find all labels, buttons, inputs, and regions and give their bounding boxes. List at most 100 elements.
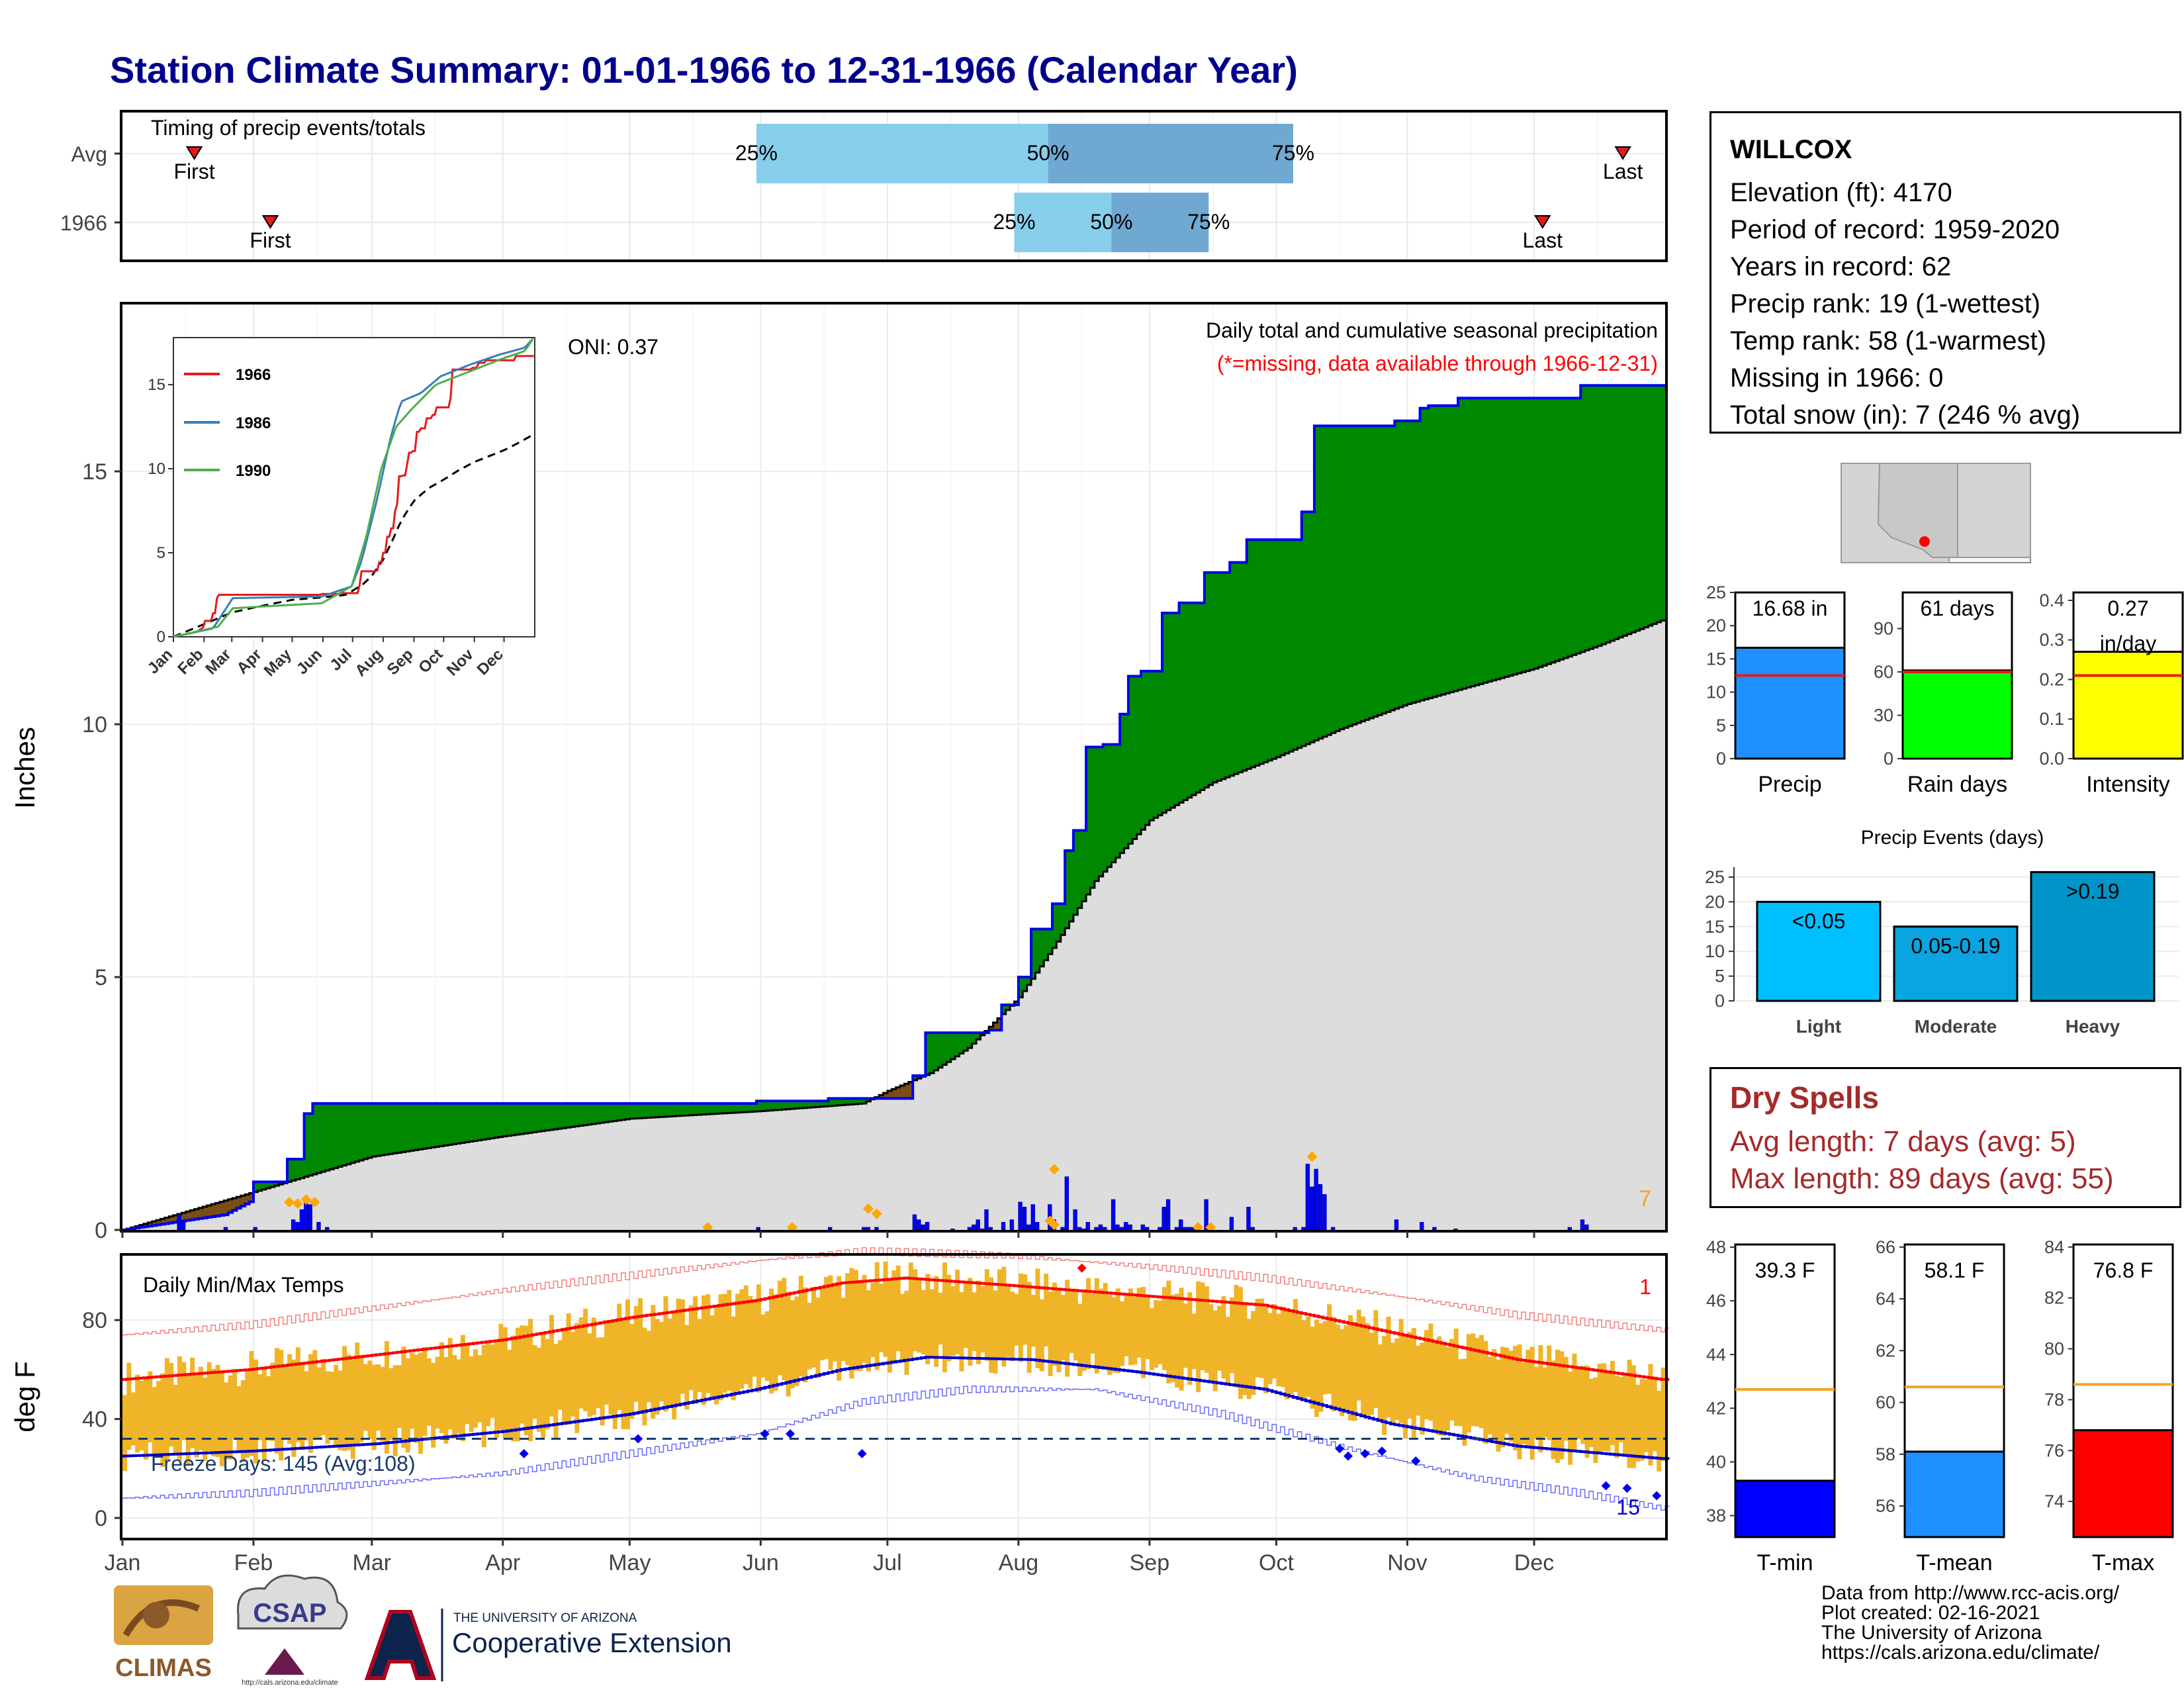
timing-p50-label: 50%: [1027, 141, 1069, 165]
snow-marker: [292, 1198, 303, 1209]
annual-summary-bars: 16.68 in Precip 0 5 10 15 20 25 61 days Rain days…: [1706, 583, 2184, 797]
daily-temp-bar: [646, 1331, 651, 1403]
temp-summary-y-tick-label: 38: [1706, 1506, 1726, 1526]
timing-bar-50-75: [1048, 124, 1294, 183]
daily-temp-bar: [1267, 1313, 1273, 1384]
dry-spells-avg: Avg length: 7 days (avg: 5): [1730, 1125, 2076, 1158]
daily-temp-bar: [1416, 1345, 1421, 1416]
daily-temp-bar: [334, 1364, 339, 1447]
daily-precip-bar: [1158, 1227, 1162, 1231]
daily-precip-bar: [1322, 1194, 1327, 1231]
daily-temp-bar: [921, 1289, 926, 1355]
daily-temp-bar: [300, 1363, 305, 1450]
record-low-marker: [786, 1429, 796, 1439]
daily-temp-bar: [663, 1296, 668, 1412]
daily-temp-bar: [325, 1371, 330, 1444]
daily-temp-bar: [1081, 1289, 1087, 1371]
month-label: Jul: [873, 1550, 901, 1575]
daily-temp-bar: [215, 1364, 220, 1458]
daily-precip-bar: [223, 1227, 228, 1231]
inset-month-label: Sep: [384, 645, 417, 679]
daily-temp-bar: [1005, 1286, 1011, 1358]
daily-precip-bar: [1022, 1207, 1027, 1231]
summary-bar-intensity: [2072, 651, 2184, 760]
daily-temp-bar: [942, 1262, 947, 1373]
daily-precip-bar: [1009, 1219, 1015, 1231]
daily-temp-bar: [1175, 1293, 1180, 1387]
summary-y-tick-label: 0.0: [2039, 749, 2064, 769]
daily-temp-bar: [972, 1292, 977, 1352]
station-temp-rank: Temp rank: 58 (1-warmest): [1730, 326, 2046, 355]
daily-temp-bar: [447, 1338, 453, 1430]
timing-p50-label: 50%: [1090, 210, 1132, 234]
daily-temp-bar: [1411, 1328, 1416, 1438]
temp-summary-y-tick-label: 56: [1876, 1496, 1895, 1516]
daily-precip-bar: [1318, 1184, 1323, 1231]
record-low-marker: [519, 1448, 529, 1458]
daily-temp-bar: [536, 1347, 541, 1432]
daily-temp-bar: [371, 1364, 377, 1450]
daily-temp-bar: [245, 1370, 250, 1458]
month-label: Dec: [1514, 1550, 1554, 1575]
daily-temp-bar: [1314, 1319, 1319, 1417]
temp-summary-y-tick-label: 74: [2044, 1491, 2064, 1511]
daily-temp-bar: [807, 1303, 812, 1370]
daily-temp-bar: [651, 1305, 656, 1419]
daily-temp-bar: [984, 1269, 989, 1361]
daily-temp-bar: [752, 1299, 757, 1377]
daily-temp-bar: [832, 1282, 837, 1362]
daily-temp-bar: [849, 1268, 854, 1379]
daily-temp-bar: [1077, 1303, 1083, 1376]
inset-month-label: Aug: [351, 645, 386, 680]
daily-temp-bar: [1060, 1295, 1066, 1360]
daily-precip-bar: [1330, 1227, 1336, 1231]
inset-series-1990: [173, 338, 534, 638]
daily-temp-bar: [1120, 1301, 1125, 1366]
temp-summary-y-tick-label: 66: [1876, 1237, 1895, 1257]
daily-temp-bar: [841, 1297, 846, 1362]
station-precip-rank: Precip rank: 19 (1-wettest): [1730, 289, 2041, 318]
daily-temp-bar: [562, 1327, 567, 1425]
daily-temp-bar: [1597, 1364, 1602, 1454]
daily-precip-bar: [967, 1227, 972, 1231]
daily-temp-bar: [1644, 1379, 1649, 1452]
snow-total-note: 7: [1639, 1186, 1651, 1211]
daily-temp-bar: [946, 1274, 952, 1362]
daily-temp-bar: [1576, 1368, 1581, 1439]
summary-bar-value: 0.27: [2107, 596, 2148, 620]
snow-marker: [1048, 1164, 1060, 1175]
daily-temp-bar: [219, 1372, 224, 1467]
inset-frame: [173, 337, 535, 637]
daily-temp-bar: [1568, 1372, 1573, 1465]
record-low-marker: [1360, 1448, 1370, 1458]
daily-temp-bar: [426, 1358, 432, 1426]
dry-spells-max: Max length: 89 days (avg: 55): [1730, 1162, 2114, 1195]
timing-bar-50-75: [1111, 193, 1209, 252]
temp-summary-y-tick-label: 62: [1876, 1340, 1895, 1360]
daily-temp-bar: [452, 1354, 457, 1439]
record-low-marker: [1652, 1491, 1662, 1501]
events-y-tick-label: 5: [1715, 966, 1725, 986]
daily-temp-bar: [621, 1321, 626, 1429]
daily-temp-bar: [1525, 1350, 1531, 1448]
daily-precip-bar: [1030, 1204, 1035, 1231]
daily-temp-bar: [338, 1370, 343, 1450]
daily-precip-bar: [1140, 1224, 1145, 1231]
timing-p75-label: 75%: [1272, 141, 1314, 165]
daily-temp-bar: [1369, 1333, 1374, 1415]
summary-y-tick-label: 15: [1706, 649, 1726, 669]
daily-temp-bar: [1158, 1300, 1163, 1364]
logos: CLIMAS CSAP http://cals.arizona.edu/clim…: [114, 1574, 732, 1687]
daily-precip-bar: [1314, 1168, 1318, 1231]
daily-temp-bar: [727, 1289, 732, 1391]
daily-temp-bar: [989, 1277, 994, 1373]
precip-y-tick-label: 10: [82, 712, 107, 737]
daily-temp-bar: [169, 1362, 174, 1447]
daily-precip-bar: [925, 1222, 930, 1231]
temp-y-tick-label: 40: [82, 1407, 107, 1432]
daily-precip-bar: [1073, 1209, 1077, 1231]
daily-precip-bar: [1026, 1224, 1031, 1231]
daily-temp-bar: [194, 1374, 199, 1458]
daily-temp-bar: [824, 1276, 829, 1360]
